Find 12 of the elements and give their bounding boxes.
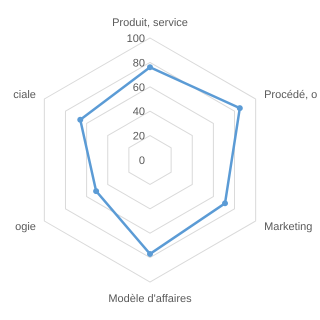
spoke-label: Produit, service — [112, 17, 188, 30]
spoke-label: ogie — [15, 220, 36, 233]
y-tick-label: 60 — [132, 82, 145, 94]
y-tick-label: 0 — [138, 155, 145, 167]
y-tick-label: 100 — [126, 33, 145, 45]
y-tick-label: 80 — [132, 57, 145, 70]
y-tick-label: 20 — [132, 130, 145, 143]
spoke-label: Marketing — [264, 220, 312, 233]
spoke-label: Procédé, o — [264, 89, 318, 102]
y-tick-label: 40 — [132, 106, 145, 118]
spoke-label: Modèle d'affaires — [108, 292, 192, 305]
spoke-label: ciale — [13, 89, 36, 102]
